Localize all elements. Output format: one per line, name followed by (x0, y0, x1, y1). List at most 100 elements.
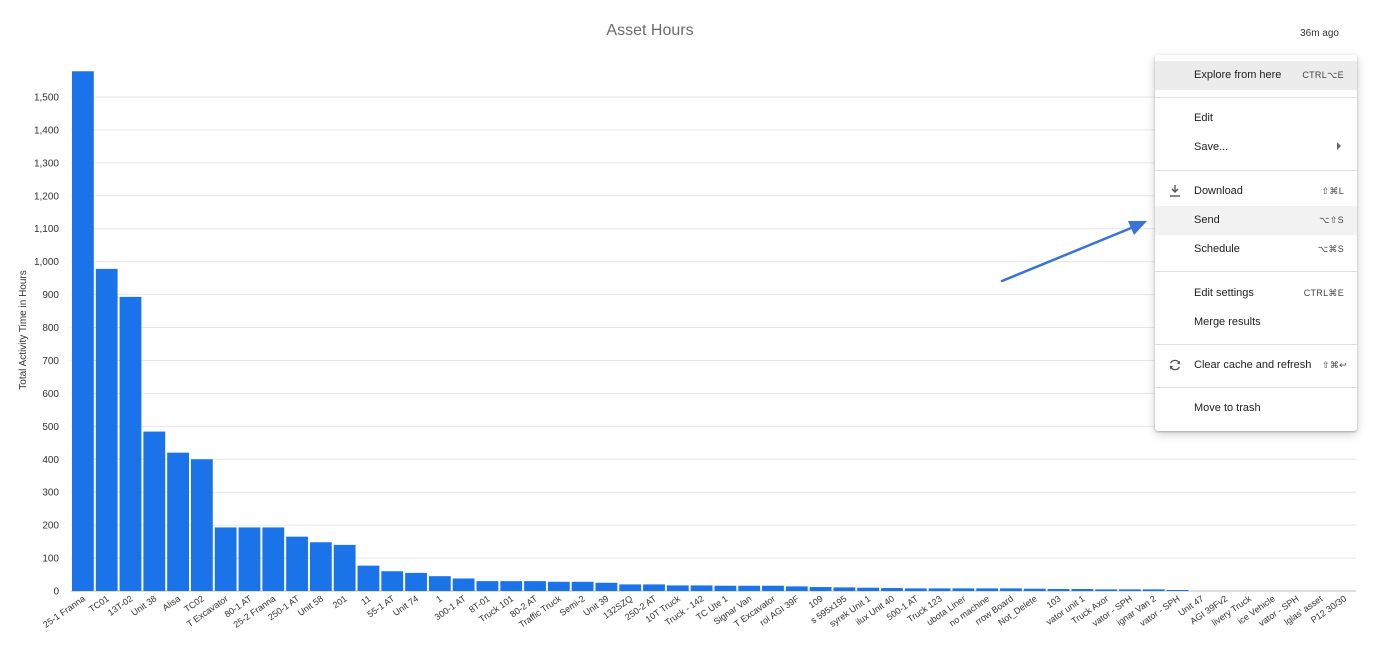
bar[interactable] (95, 268, 118, 591)
bar[interactable] (881, 588, 903, 591)
bar[interactable] (214, 527, 237, 591)
bar[interactable] (571, 581, 594, 591)
menu-item-edit[interactable]: Edit (1155, 104, 1357, 133)
x-tick-label: 55-1 AT (365, 593, 396, 619)
bar[interactable] (952, 588, 975, 591)
y-tick-label: 1,100 (34, 224, 59, 235)
bar[interactable] (1095, 589, 1118, 591)
bar[interactable] (904, 588, 927, 591)
bar[interactable] (738, 585, 761, 591)
bar[interactable] (452, 578, 475, 591)
bar[interactable] (286, 536, 308, 591)
y-tick-label: 0 (53, 587, 59, 598)
annotation-arrow (1000, 221, 1147, 283)
y-tick-label: 700 (42, 356, 59, 367)
bar[interactable] (785, 586, 808, 591)
bar[interactable] (476, 581, 499, 591)
bar[interactable] (1119, 589, 1141, 591)
bar[interactable] (357, 565, 380, 591)
x-tick-label: 13T-02 (106, 593, 135, 617)
y-tick-label: 600 (42, 389, 59, 400)
bar[interactable] (619, 584, 642, 591)
bar[interactable] (500, 581, 523, 591)
bar[interactable] (524, 581, 546, 591)
last-updated-label: 36m ago (1300, 28, 1339, 39)
x-tick-label: 25-1 Franna (41, 593, 87, 629)
bar[interactable] (547, 581, 570, 591)
chevron-right-icon (1337, 142, 1341, 150)
menu-item-move-to-trash[interactable]: Move to trash (1155, 394, 1357, 423)
refresh-icon (1168, 358, 1182, 372)
bar[interactable] (143, 431, 166, 591)
bar[interactable] (1166, 590, 1189, 591)
menu-item-explore-from-here[interactable]: Explore from here CTRL⌥E (1155, 61, 1357, 90)
y-tick-label: 400 (42, 455, 59, 466)
menu-item-save[interactable]: Save... (1155, 133, 1357, 162)
y-tick-label: 1,000 (34, 257, 59, 268)
menu-item-label: Schedule (1194, 243, 1240, 255)
menu-item-label: Merge results (1194, 316, 1261, 328)
bar[interactable] (309, 542, 332, 591)
bar[interactable] (1000, 588, 1022, 591)
y-tick-label: 1,400 (34, 125, 59, 136)
bar[interactable] (595, 582, 618, 591)
menu-item-label: Send (1194, 214, 1220, 226)
bar[interactable] (1023, 588, 1046, 591)
bar[interactable] (262, 527, 285, 591)
x-tick-label: Alisa (161, 593, 183, 612)
menu-divider (1155, 271, 1357, 272)
bar[interactable] (72, 71, 94, 592)
menu-item-label: Move to trash (1194, 402, 1261, 414)
bar[interactable] (1071, 589, 1094, 591)
menu-item-send[interactable]: Send ⌥⇧S (1155, 206, 1357, 235)
bar[interactable] (381, 571, 404, 591)
bar[interactable] (976, 588, 999, 591)
menu-divider (1155, 387, 1357, 388)
menu-divider (1155, 170, 1357, 171)
bar[interactable] (1142, 589, 1165, 591)
bar[interactable] (666, 585, 689, 591)
bar[interactable] (928, 588, 951, 591)
x-tick-label: Unit 74 (391, 593, 420, 618)
menu-item-label: Clear cache and refresh (1194, 359, 1312, 371)
bar[interactable] (714, 585, 737, 591)
bar[interactable] (833, 587, 856, 591)
x-tick-label: Unit 38 (129, 593, 158, 618)
y-axis-title: Total Activity Time in Hours (18, 270, 29, 389)
menu-item-clear-cache-and-refresh[interactable]: Clear cache and refresh ⇧⌘↩ (1155, 351, 1357, 380)
bar[interactable] (190, 459, 213, 591)
menu-item-edit-settings[interactable]: Edit settings CTRL⌘E (1155, 279, 1357, 308)
y-tick-label: 1,300 (34, 158, 59, 169)
bar[interactable] (809, 587, 832, 591)
menu-item-merge-results[interactable]: Merge results (1155, 308, 1357, 337)
x-tick-label: 11 (359, 593, 372, 607)
menu-item-schedule[interactable]: Schedule ⌥⌘S (1155, 235, 1357, 264)
y-tick-label: 1,500 (34, 92, 59, 103)
bar[interactable] (857, 587, 880, 591)
menu-divider (1155, 97, 1357, 98)
y-tick-label: 100 (42, 554, 59, 565)
bar[interactable] (643, 584, 665, 591)
bar[interactable] (119, 296, 142, 591)
menu-item-shortcut: ⌥⌘S (1317, 244, 1344, 254)
menu-item-label: Save... (1194, 141, 1229, 153)
y-tick-label: 300 (42, 488, 59, 499)
download-icon (1168, 184, 1182, 198)
bar[interactable] (1047, 589, 1070, 591)
bar[interactable] (428, 576, 451, 591)
menu-item-label: Download (1194, 185, 1243, 197)
menu-item-shortcut: ⇧⌘↩ (1322, 360, 1347, 370)
y-tick-label: 900 (42, 290, 59, 301)
bar[interactable] (405, 572, 427, 591)
menu-divider (1155, 344, 1357, 345)
menu-item-download[interactable]: Download ⇧⌘L (1155, 177, 1357, 206)
bar[interactable] (690, 585, 713, 591)
x-tick-label: Unit 58 (296, 593, 325, 618)
bar[interactable] (167, 452, 189, 591)
x-tick-label: 1 (434, 593, 444, 604)
bar[interactable] (238, 527, 261, 591)
bar[interactable] (762, 585, 784, 591)
bar[interactable] (333, 544, 356, 591)
menu-item-shortcut: CTRL⌘E (1303, 288, 1344, 298)
